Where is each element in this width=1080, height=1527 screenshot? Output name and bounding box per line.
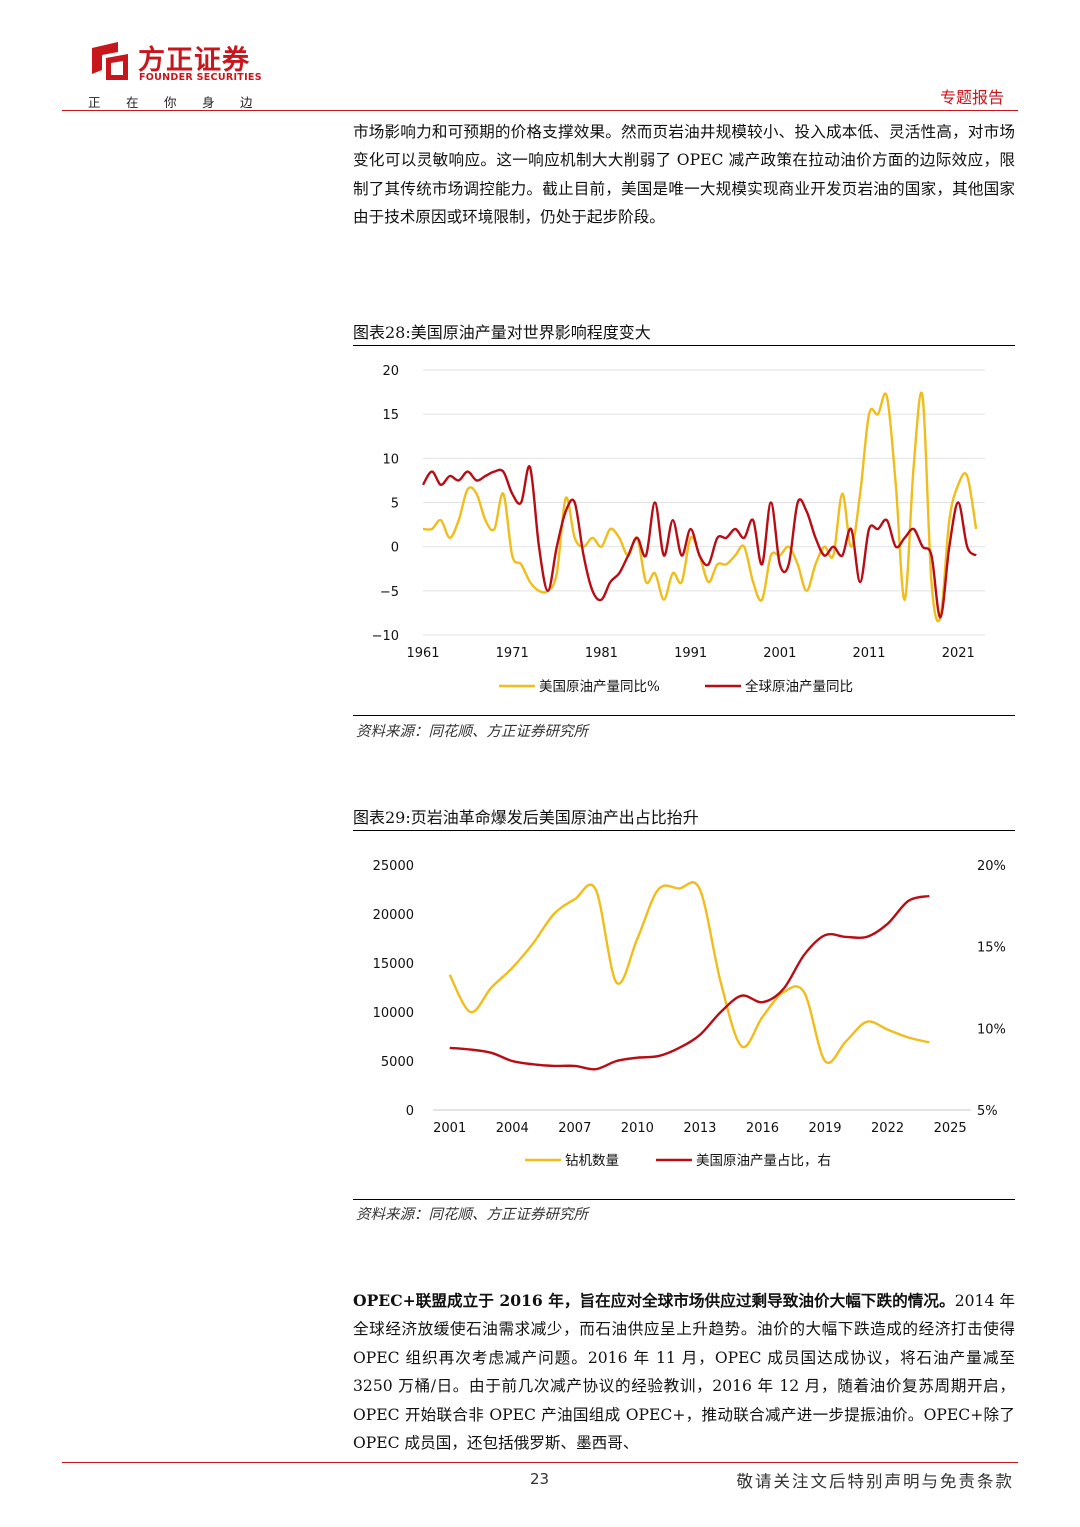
conclusion-rest: 2014 年全球经济放缓使石油需求减少，而石油供应呈上升趋势。油价的大幅下跌造成… <box>353 1292 1015 1453</box>
figure-29-bottom-rule <box>353 1199 1015 1200</box>
y-right-tick-label: 10% <box>977 1022 1006 1037</box>
x-tick-label: 2025 <box>934 1121 967 1136</box>
y-tick-label: 15 <box>382 408 399 423</box>
x-tick-label: 1991 <box>674 646 707 661</box>
legend-label-us: 美国原油产量同比% <box>539 679 660 695</box>
legend-label-world: 全球原油产量同比 <box>745 678 853 695</box>
y-left-tick-label: 15000 <box>373 957 414 972</box>
figure-28-bottom-rule <box>353 715 1015 716</box>
founder-logo-icon <box>92 42 128 80</box>
figure-28-source: 资料来源：同花顺、方正证券研究所 <box>356 724 588 740</box>
slogan-char: 正 <box>88 95 101 110</box>
page-number: 23 <box>530 1470 550 1488</box>
brand-name-en: FOUNDER SECURITIES <box>139 72 262 83</box>
slogan-char: 边 <box>240 95 253 110</box>
header-divider <box>62 110 1018 111</box>
y-tick-label: 0 <box>391 541 399 556</box>
us-share-line <box>449 894 930 1071</box>
slogan-char: 你 <box>164 95 177 110</box>
x-tick-label: 2004 <box>496 1121 529 1136</box>
brand-slogan: 正 在 你 身 边 <box>88 92 278 111</box>
x-tick-label: 2010 <box>621 1121 654 1136</box>
conclusion-paragraph: OPEC+联盟成立于 2016 年，旨在应对全球市场供应过剩导致油价大幅下跌的情… <box>353 1287 1015 1457</box>
x-tick-label: 2022 <box>871 1121 904 1136</box>
y-right-tick-label: 20% <box>977 859 1006 874</box>
y-right-tick-label: 15% <box>977 941 1006 956</box>
y-tick-label: −5 <box>380 585 399 600</box>
y-left-tick-label: 20000 <box>373 908 414 923</box>
y-right-tick-label: 5% <box>977 1104 998 1119</box>
x-tick-label: 2019 <box>808 1121 841 1136</box>
y-tick-label: 20 <box>382 364 399 379</box>
figure-28-title: 图表28:美国原油产量对世界影响程度变大 <box>353 323 651 342</box>
x-tick-label: 2016 <box>746 1121 779 1136</box>
x-tick-label: 2021 <box>942 646 975 661</box>
figure-29-source: 资料来源：同花顺、方正证券研究所 <box>356 1207 588 1223</box>
rig-count-line <box>448 881 930 1064</box>
y-left-tick-label: 0 <box>406 1104 414 1119</box>
figure-28-chart: 20 15 10 5 0 −5 −10 1961 1971 1981 1991 2001 2011 202… <box>372 364 985 695</box>
figure-29-chart: 25000 20000 15000 10000 5000 0 20% 15% 10% 5% 2001… <box>373 859 1006 1169</box>
world-production-yoy-line <box>421 465 977 619</box>
x-tick-label: 2001 <box>433 1121 466 1136</box>
conclusion-bold-lead: OPEC+联盟成立于 2016 年，旨在应对全球市场供应过剩导致油价大幅下跌的情… <box>353 1291 955 1310</box>
slogan-char: 身 <box>202 95 215 110</box>
y-tick-label: 10 <box>382 452 399 467</box>
y-left-tick-label: 5000 <box>381 1055 414 1070</box>
footer-disclaimer: 敬请关注文后特别声明与免责条款 <box>736 1472 1014 1491</box>
x-tick-label: 2013 <box>683 1121 716 1136</box>
y-left-tick-label: 10000 <box>373 1006 414 1021</box>
figure-29-title: 图表29:页岩油革命爆发后美国原油产出占比抬升 <box>353 808 699 827</box>
x-tick-label: 1971 <box>496 646 529 661</box>
x-tick-label: 1981 <box>585 646 618 661</box>
x-tick-label: 2011 <box>852 646 885 661</box>
y-tick-label: 5 <box>391 497 399 512</box>
slogan-char: 在 <box>126 95 139 110</box>
y-left-tick-label: 25000 <box>373 859 414 874</box>
figure-29-top-rule <box>353 830 1015 831</box>
x-tick-label: 2001 <box>763 646 796 661</box>
brand-name-cn: 方正证券 <box>138 45 250 76</box>
report-type-label: 专题报告 <box>939 88 1004 107</box>
intro-paragraph: 市场影响力和可预期的价格支撑效果。然而页岩油井规模较小、投入成本低、灵活性高，对… <box>353 123 1015 227</box>
x-tick-label: 1961 <box>406 646 439 661</box>
y-tick-label: −10 <box>372 629 399 644</box>
us-production-yoy-line <box>422 391 978 623</box>
footer-divider <box>62 1462 1018 1463</box>
legend-label-rigs: 钻机数量 <box>565 1153 619 1169</box>
legend-label-share: 美国原油产量占比，右 <box>696 1153 831 1169</box>
figure-28-top-rule <box>353 345 1015 346</box>
x-tick-label: 2007 <box>558 1121 591 1136</box>
